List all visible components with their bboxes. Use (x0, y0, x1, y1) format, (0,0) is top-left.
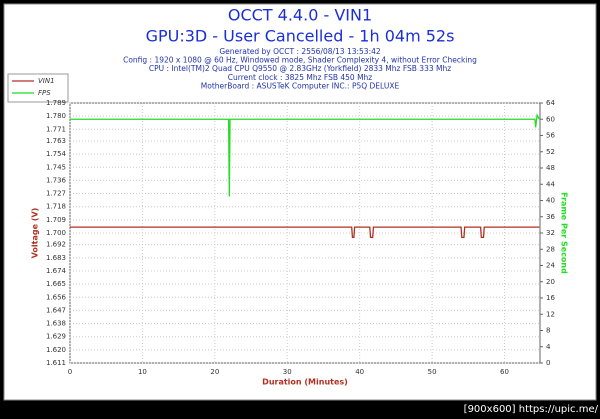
y-tick-label: 1.629 (46, 333, 66, 341)
y2-tick-label: 60 (546, 115, 555, 123)
y-tick-label: 1.611 (46, 359, 66, 367)
y2-tick-label: 44 (546, 180, 555, 188)
y-tick-label: 1.718 (46, 203, 66, 211)
y-tick-label: 1.683 (46, 254, 66, 262)
y2-tick-label: 0 (546, 359, 550, 367)
y2-tick-label: 24 (546, 262, 555, 270)
y2-tick-label: 16 (546, 294, 555, 302)
x-tick-label: 40 (355, 368, 364, 376)
legend-label: VIN1 (38, 77, 55, 85)
info-line: Generated by OCCT : 2556/08/13 13:53:42 (219, 47, 381, 56)
x-tick-label: 50 (428, 368, 437, 376)
legend (7, 73, 69, 103)
y-tick-label: 1.709 (46, 216, 66, 224)
x-axis-label: Duration (Minutes) (262, 378, 348, 387)
series-line (70, 113, 540, 197)
x-tick-label: 10 (138, 368, 147, 376)
y-tick-label: 1.727 (46, 190, 66, 198)
chart-subtitle: GPU:3D - User Cancelled - 1h 04m 52s (146, 27, 455, 46)
y-axis-label: Voltage (V) (31, 208, 40, 259)
y-tick-label: 1.789 (46, 99, 66, 107)
y2-tick-label: 4 (546, 343, 551, 351)
info-line: CPU : Intel(TM)2 Quad CPU Q9550 @ 2.83GH… (149, 64, 451, 73)
x-tick-label: 20 (210, 368, 219, 376)
info-line: Config : 1920 x 1080 @ 60 Hz, Windowed m… (123, 56, 477, 65)
y2-tick-label: 64 (546, 99, 555, 107)
legend-label: FPS (38, 89, 51, 97)
y2-tick-label: 48 (546, 164, 555, 172)
y2-axis-label: Frame Per Second (560, 192, 569, 274)
y2-tick-label: 36 (546, 213, 555, 221)
x-tick-label: 0 (68, 368, 72, 376)
y-tick-label: 1.638 (46, 320, 66, 328)
y2-tick-label: 28 (546, 245, 555, 253)
y2-tick-label: 40 (546, 197, 555, 205)
y-tick-label: 1.665 (46, 280, 66, 288)
x-tick-label: 30 (283, 368, 292, 376)
info-line: MotherBoard : ASUSTeK Computer INC.: P5Q… (201, 81, 400, 90)
y-tick-label: 1.780 (46, 112, 66, 120)
y2-tick-label: 12 (546, 310, 555, 318)
y-tick-label: 1.745 (46, 163, 66, 171)
series-line (70, 226, 540, 239)
x-tick-label: 60 (500, 368, 509, 376)
y-tick-label: 1.692 (46, 241, 66, 249)
y2-tick-label: 52 (546, 148, 555, 156)
y-tick-label: 1.674 (46, 267, 67, 275)
y-tick-label: 1.647 (46, 306, 66, 314)
watermark: [900x600] https://upic.me/ (464, 404, 599, 415)
y-tick-label: 1.771 (46, 125, 66, 133)
y2-tick-label: 8 (546, 327, 550, 335)
info-line: Current clock : 3825 Mhz FSB 450 Mhz (228, 73, 373, 82)
chart-title: OCCT 4.4.0 - VIN1 (228, 6, 372, 25)
y-tick-label: 1.620 (46, 346, 66, 354)
y-tick-label: 1.736 (46, 176, 67, 184)
y-tick-label: 1.656 (46, 293, 67, 301)
y-tick-label: 1.763 (46, 137, 66, 145)
y2-tick-label: 32 (546, 229, 555, 237)
y-tick-label: 1.754 (46, 150, 67, 158)
y2-tick-label: 56 (546, 132, 555, 140)
y-tick-label: 1.700 (46, 229, 66, 237)
y2-tick-label: 20 (546, 278, 555, 286)
